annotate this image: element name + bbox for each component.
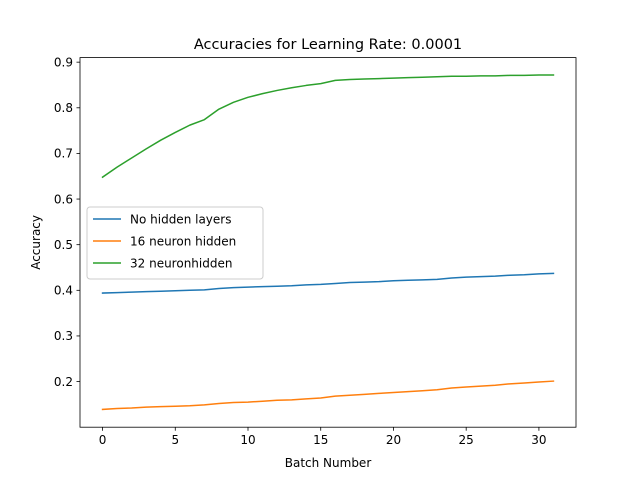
y-tick-label: 0.4 — [54, 284, 73, 298]
legend-box — [86, 206, 264, 280]
x-axis-ticks: 0 5 10 15 20 25 30 — [99, 427, 547, 447]
series-line-2 — [101, 74, 555, 179]
legend-label-2: 32 neuronhidden — [130, 256, 232, 270]
legend-label-1: 16 neuron hidden — [130, 234, 236, 248]
legend-label-0: No hidden layers — [130, 212, 231, 226]
x-axis-label: Batch Number — [285, 456, 372, 470]
series-line-1 — [101, 380, 555, 411]
x-tick-label: 0 — [99, 433, 107, 447]
y-tick-label: 0.9 — [54, 55, 73, 69]
chart-title: Accuracies for Learning Rate: 0.0001 — [194, 37, 462, 53]
y-tick-label: 0.3 — [54, 329, 73, 343]
series-layer — [101, 74, 555, 411]
x-tick-label: 25 — [459, 433, 474, 447]
x-tick-label: 30 — [531, 433, 546, 447]
y-tick-label: 0.6 — [54, 192, 73, 206]
y-tick-label: 0.7 — [54, 147, 73, 161]
y-tick-label: 0.5 — [54, 238, 73, 252]
series-line-0 — [101, 272, 555, 294]
x-tick-label: 5 — [171, 433, 179, 447]
y-axis-label: Accuracy — [29, 215, 43, 270]
x-tick-label: 15 — [313, 433, 328, 447]
y-tick-label: 0.2 — [54, 375, 73, 389]
y-tick-label: 0.8 — [54, 101, 73, 115]
x-tick-label: 10 — [240, 433, 255, 447]
legend: No hidden layers 16 neuron hidden 32 neuro… — [86, 206, 264, 280]
x-tick-label: 20 — [386, 433, 401, 447]
y-axis-ticks: 0.2 0.3 0.4 0.5 0.6 0.7 0.8 0.9 — [54, 55, 80, 389]
plot-area-frame — [79, 57, 577, 428]
